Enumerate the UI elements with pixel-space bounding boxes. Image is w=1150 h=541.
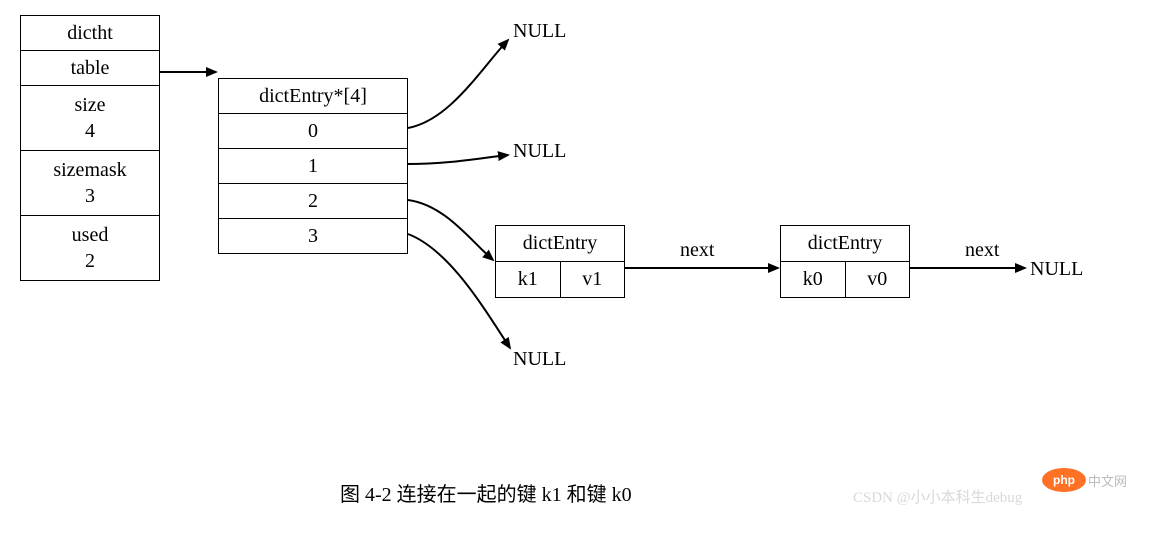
null-label-0: NULL <box>513 20 566 43</box>
csdn-watermark: CSDN @小小本科生debug <box>853 486 1022 507</box>
used-value: 2 <box>85 250 95 272</box>
dictht-used-field: used 2 <box>21 216 159 280</box>
next-label-0: next <box>965 239 999 262</box>
table-slot-0: 0 <box>219 114 407 149</box>
php-logo-icon: php <box>1042 468 1086 492</box>
dictht-sizemask-field: sizemask 3 <box>21 151 159 216</box>
arrow-slot-1 <box>408 155 508 164</box>
entry0-title: dictEntry <box>781 226 909 262</box>
table-slot-3: 3 <box>219 219 407 253</box>
table-slot-2: 2 <box>219 184 407 219</box>
null-label-3: NULL <box>513 348 566 371</box>
dict-entry-1: dictEntry k1 v1 <box>495 225 625 298</box>
entry1-key: k1 <box>496 262 561 297</box>
size-label: size <box>74 94 105 116</box>
dictht-size-field: size 4 <box>21 86 159 151</box>
used-label: used <box>72 224 109 246</box>
entry1-title: dictEntry <box>496 226 624 262</box>
dictht-struct: dictht table size 4 sizemask 3 used 2 <box>20 15 160 281</box>
dictht-title: dictht <box>21 16 159 51</box>
table-slot-1: 1 <box>219 149 407 184</box>
arrow-slot-2 <box>408 200 493 260</box>
entry0-val: v0 <box>846 262 910 297</box>
php-watermark: php 中文网 <box>1042 468 1127 492</box>
figure-caption: 图 4-2 连接在一起的键 k1 和键 k0 <box>340 478 632 507</box>
next-label-1: next <box>680 239 714 262</box>
arrow-slot-0 <box>408 40 508 128</box>
dictht-table-field: table <box>21 51 159 86</box>
table-array: dictEntry*[4] 0 1 2 3 <box>218 78 408 254</box>
table-array-header: dictEntry*[4] <box>219 79 407 114</box>
size-value: 4 <box>85 120 95 142</box>
null-label-1: NULL <box>513 140 566 163</box>
dict-entry-0: dictEntry k0 v0 <box>780 225 910 298</box>
php-logo-text: 中文网 <box>1088 471 1127 490</box>
sizemask-label: sizemask <box>53 159 126 181</box>
null-label-end: NULL <box>1030 258 1083 281</box>
entry1-val: v1 <box>561 262 625 297</box>
entry0-key: k0 <box>781 262 846 297</box>
sizemask-value: 3 <box>85 185 95 207</box>
